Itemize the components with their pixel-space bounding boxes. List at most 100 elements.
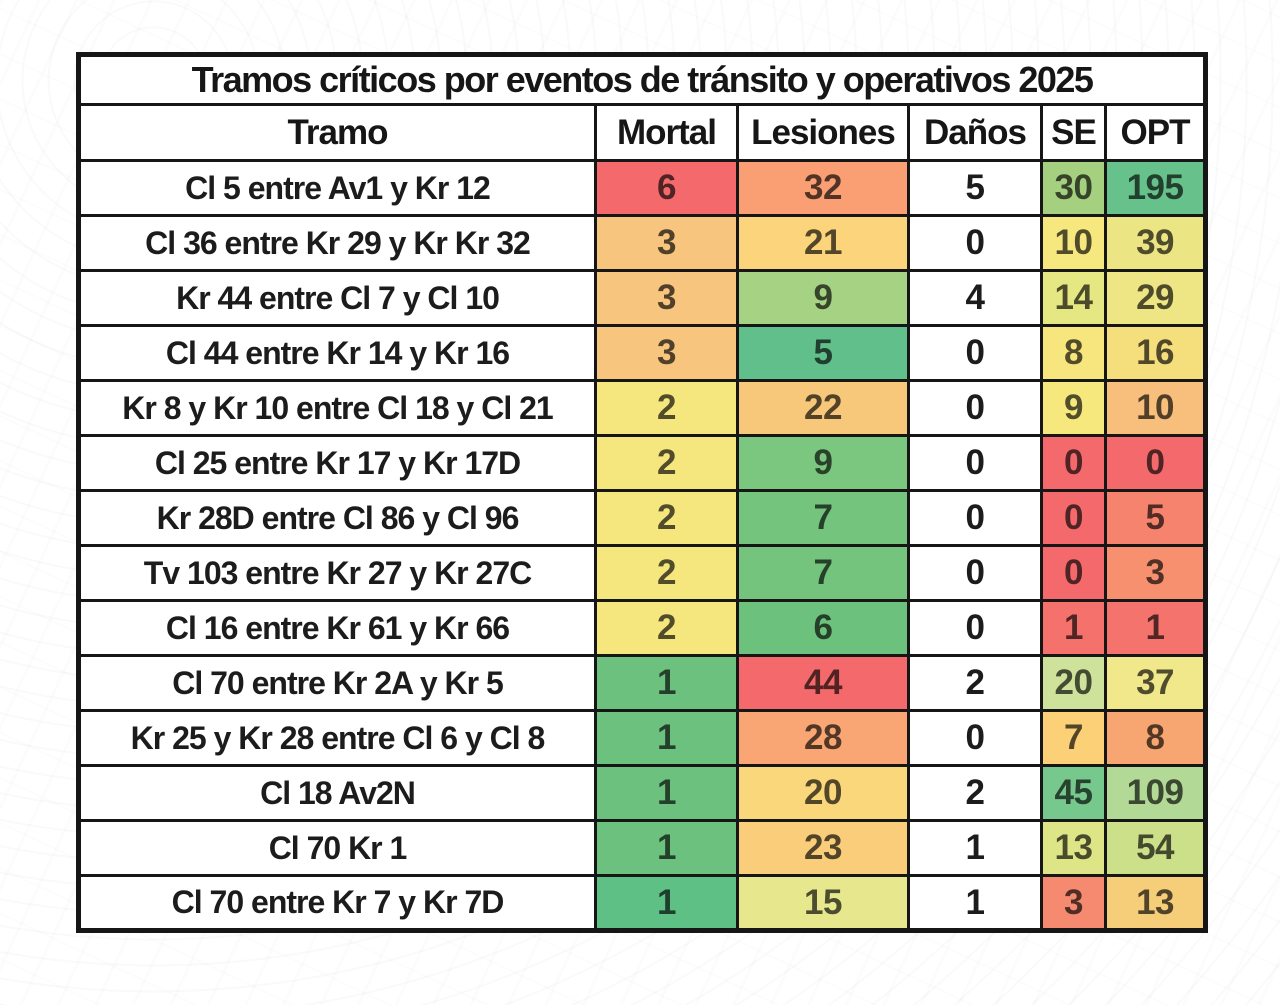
value-cell-lesiones: 44: [736, 654, 910, 712]
value-cell-danos: 0: [907, 599, 1043, 657]
tramo-cell: Kr 44 entre Cl 7 y Cl 10: [77, 269, 597, 327]
value-cell-mortal: 3: [594, 324, 739, 382]
value-cell-opt: 10: [1103, 379, 1208, 437]
column-header-danos: Daños: [907, 103, 1043, 162]
value-cell-danos: 0: [907, 544, 1043, 602]
column-header-opt: OPT: [1103, 103, 1208, 162]
title-row: Tramos críticos por eventos de tránsito …: [76, 53, 1208, 106]
value-cell-lesiones: 5: [736, 324, 910, 382]
tramo-cell: Cl 16 entre Kr 61 y Kr 66: [77, 599, 597, 657]
value-cell-danos: 0: [907, 434, 1043, 492]
value-cell-mortal: 1: [594, 654, 739, 712]
column-header-mortal: Mortal: [594, 103, 739, 162]
column-header-lesiones: Lesiones: [736, 103, 910, 162]
value-cell-se: 1: [1040, 599, 1107, 657]
value-cell-mortal: 2: [594, 434, 739, 492]
value-cell-se: 0: [1040, 489, 1107, 547]
value-cell-opt: 54: [1103, 819, 1208, 877]
value-cell-opt: 16: [1103, 324, 1208, 382]
value-cell-opt: 8: [1103, 709, 1208, 767]
value-cell-danos: 1: [907, 874, 1043, 932]
value-cell-danos: 2: [907, 654, 1043, 712]
table-title: Tramos críticos por eventos de tránsito …: [76, 53, 1208, 106]
value-cell-lesiones: 23: [736, 819, 910, 877]
tramo-cell: Cl 70 Kr 1: [77, 819, 597, 877]
value-cell-lesiones: 28: [736, 709, 910, 767]
value-cell-se: 0: [1040, 544, 1107, 602]
table-row: Kr 28D entre Cl 86 y Cl 96 2 7 0 0 5: [77, 489, 1208, 547]
value-cell-lesiones: 6: [736, 599, 910, 657]
tramo-cell: Cl 18 Av2N: [77, 764, 597, 822]
value-cell-mortal: 1: [594, 709, 739, 767]
value-cell-mortal: 1: [594, 764, 739, 822]
tramo-cell: Cl 36 entre Kr 29 y Kr Kr 32: [77, 214, 597, 272]
table-row: Cl 16 entre Kr 61 y Kr 66 2 6 0 1 1: [77, 599, 1208, 657]
tramo-cell: Kr 28D entre Cl 86 y Cl 96: [77, 489, 597, 547]
tramo-cell: Cl 44 entre Kr 14 y Kr 16: [77, 324, 597, 382]
value-cell-danos: 0: [907, 709, 1043, 767]
table-row: Cl 5 entre Av1 y Kr 12 6 32 5 30 195: [77, 159, 1208, 217]
value-cell-se: 13: [1040, 819, 1107, 877]
table-row: Cl 70 entre Kr 2A y Kr 5 1 44 2 20 37: [77, 654, 1208, 712]
tramo-cell: Tv 103 entre Kr 27 y Kr 27C: [77, 544, 597, 602]
tramo-cell: Kr 8 y Kr 10 entre Cl 18 y Cl 21: [77, 379, 597, 437]
value-cell-lesiones: 20: [736, 764, 910, 822]
value-cell-se: 0: [1040, 434, 1107, 492]
value-cell-mortal: 3: [594, 214, 739, 272]
table-row: Tv 103 entre Kr 27 y Kr 27C 2 7 0 0 3: [77, 544, 1208, 602]
value-cell-lesiones: 7: [736, 544, 910, 602]
table-row: Cl 25 entre Kr 17 y Kr 17D 2 9 0 0 0: [77, 434, 1208, 492]
value-cell-se: 14: [1040, 269, 1107, 327]
value-cell-se: 10: [1040, 214, 1107, 272]
value-cell-mortal: 2: [594, 379, 739, 437]
table-row: Cl 70 Kr 1 1 23 1 13 54: [77, 819, 1208, 877]
critical-segments-table-container: Tramos críticos por eventos de tránsito …: [76, 52, 1209, 933]
value-cell-danos: 2: [907, 764, 1043, 822]
value-cell-lesiones: 9: [736, 434, 910, 492]
table-row: Cl 18 Av2N 1 20 2 45 109: [77, 764, 1208, 822]
value-cell-danos: 4: [907, 269, 1043, 327]
table-row: Kr 44 entre Cl 7 y Cl 10 3 9 4 14 29: [77, 269, 1208, 327]
tramo-cell: Cl 70 entre Kr 2A y Kr 5: [77, 654, 597, 712]
tramo-cell: Kr 25 y Kr 28 entre Cl 6 y Cl 8: [77, 709, 597, 767]
value-cell-danos: 0: [907, 379, 1043, 437]
column-header-se: SE: [1040, 103, 1107, 162]
value-cell-lesiones: 15: [736, 874, 910, 932]
value-cell-opt: 1: [1103, 599, 1208, 657]
value-cell-mortal: 2: [594, 599, 739, 657]
value-cell-mortal: 2: [594, 544, 739, 602]
value-cell-se: 9: [1040, 379, 1107, 437]
value-cell-opt: 37: [1103, 654, 1208, 712]
table-row: Kr 25 y Kr 28 entre Cl 6 y Cl 8 1 28 0 7 8: [77, 709, 1208, 767]
value-cell-lesiones: 32: [736, 159, 910, 217]
value-cell-se: 8: [1040, 324, 1107, 382]
value-cell-lesiones: 21: [736, 214, 910, 272]
value-cell-mortal: 1: [594, 874, 739, 932]
value-cell-danos: 1: [907, 819, 1043, 877]
value-cell-mortal: 1: [594, 819, 739, 877]
value-cell-opt: 5: [1103, 489, 1208, 547]
value-cell-lesiones: 22: [736, 379, 910, 437]
value-cell-danos: 0: [907, 489, 1043, 547]
value-cell-lesiones: 9: [736, 269, 910, 327]
value-cell-opt: 29: [1103, 269, 1208, 327]
critical-segments-table: Tramos críticos por eventos de tránsito …: [76, 52, 1209, 933]
tramo-cell: Cl 25 entre Kr 17 y Kr 17D: [77, 434, 597, 492]
tramo-cell: Cl 70 entre Kr 7 y Kr 7D: [77, 874, 597, 932]
value-cell-opt: 109: [1103, 764, 1208, 822]
value-cell-se: 30: [1040, 159, 1107, 217]
value-cell-se: 45: [1040, 764, 1107, 822]
value-cell-opt: 0: [1103, 434, 1208, 492]
value-cell-se: 7: [1040, 709, 1107, 767]
value-cell-opt: 39: [1103, 214, 1208, 272]
value-cell-danos: 0: [907, 324, 1043, 382]
table-row: Kr 8 y Kr 10 entre Cl 18 y Cl 21 2 22 0 9 10: [77, 379, 1208, 437]
table-row: Cl 44 entre Kr 14 y Kr 16 3 5 0 8 16: [77, 324, 1208, 382]
value-cell-danos: 0: [907, 214, 1043, 272]
value-cell-danos: 5: [907, 159, 1043, 217]
value-cell-mortal: 6: [594, 159, 739, 217]
tramo-cell: Cl 5 entre Av1 y Kr 12: [77, 159, 597, 217]
value-cell-se: 3: [1040, 874, 1107, 932]
value-cell-opt: 3: [1103, 544, 1208, 602]
value-cell-se: 20: [1040, 654, 1107, 712]
